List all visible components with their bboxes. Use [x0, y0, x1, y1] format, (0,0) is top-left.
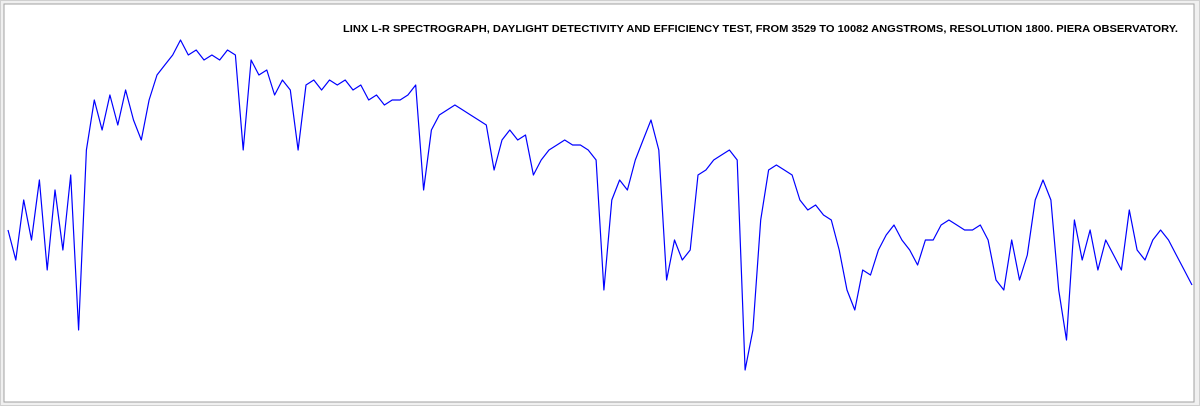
spectrum-line: [7, 39, 1193, 371]
chart-title: LINX L-R SPECTROGRAPH, DAYLIGHT DETECTIV…: [343, 23, 1178, 35]
